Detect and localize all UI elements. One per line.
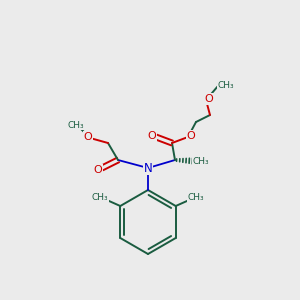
Text: CH₃: CH₃ [68,121,84,130]
Text: CH₃: CH₃ [193,157,209,166]
Text: CH₃: CH₃ [92,193,109,202]
Text: O: O [94,165,102,175]
Text: N: N [144,161,152,175]
Text: O: O [187,131,195,141]
Text: CH₃: CH₃ [188,193,204,202]
Text: CH₃: CH₃ [218,80,234,89]
Text: O: O [84,132,92,142]
Text: O: O [205,94,213,104]
Text: O: O [148,131,156,141]
